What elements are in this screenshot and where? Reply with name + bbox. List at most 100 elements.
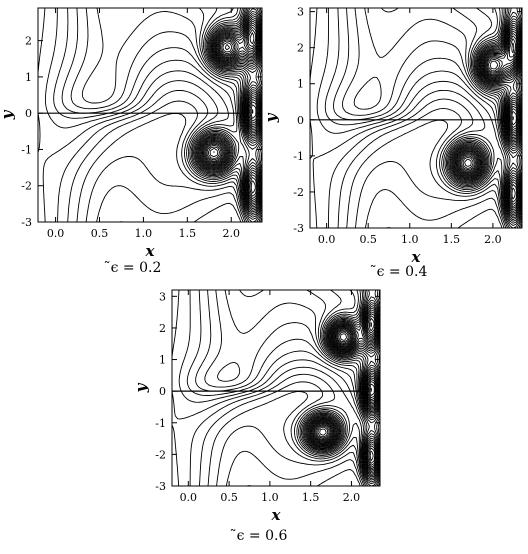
contour-level-3 bbox=[76, 112, 262, 222]
contour-level-7 bbox=[178, 290, 380, 483]
contour-level-31 bbox=[218, 24, 258, 57]
contour-level-6 bbox=[172, 290, 380, 486]
contour-level-18 bbox=[199, 8, 262, 199]
contour-level-12 bbox=[194, 8, 262, 210]
x-axis-label: x bbox=[145, 242, 156, 260]
contour-level-27 bbox=[319, 307, 378, 436]
contour-plot-c: 0.0 0.5 1.0 1.5 2.0 -3 -2 -1 0 1 2 3 x ỹϵ = 0.6 bbox=[132, 289, 381, 544]
contour-level-18 bbox=[454, 8, 522, 205]
contour-level-11 bbox=[353, 8, 522, 217]
contour-level-10 bbox=[204, 290, 380, 478]
y-tick-label: -1 bbox=[293, 150, 304, 163]
y-tick-label: 1 bbox=[25, 71, 32, 84]
x-tick-label: 2.0 bbox=[223, 227, 241, 240]
contour-level-9 bbox=[195, 290, 380, 480]
x-tick-label: 1.5 bbox=[443, 233, 461, 246]
x-tick-label: 0.0 bbox=[318, 233, 336, 246]
contour-level-3 bbox=[346, 119, 522, 228]
contour-level-29 bbox=[484, 28, 519, 121]
contour-level-23 bbox=[204, 8, 262, 163]
contour-level-22 bbox=[313, 296, 380, 442]
contour-level-34 bbox=[339, 333, 348, 341]
contour-panel-eps-0.6: 0.0 0.5 1.0 1.5 2.0 -3 -2 -1 0 1 2 3 x ỹϵ = 0.6 bbox=[132, 282, 398, 554]
contour-level-24 bbox=[205, 10, 262, 162]
contour-level-8 bbox=[186, 290, 380, 481]
contour-level-16 bbox=[452, 8, 522, 209]
contour-level-3 bbox=[207, 391, 380, 486]
contour-level-10 bbox=[342, 8, 522, 219]
contour-level-23 bbox=[459, 15, 522, 173]
contour-plot-b: 0.0 0.5 1.0 1.5 2.0 -3 -2 -1 0 1 2 3 x ỹϵ = 0.4 bbox=[262, 6, 523, 280]
contour-level-25 bbox=[316, 304, 380, 439]
y-tick-label: -1 bbox=[21, 143, 32, 156]
y-tick-label: -1 bbox=[155, 417, 166, 430]
contour-level-6 bbox=[310, 8, 522, 228]
contour-level-1 bbox=[96, 185, 262, 222]
panel-caption: ̃ϵ = 0.6 bbox=[231, 528, 288, 544]
x-axis-label: x bbox=[271, 506, 282, 524]
contour-level-26 bbox=[462, 22, 521, 169]
x-tick-label: 2.0 bbox=[484, 233, 502, 246]
contour-level-30 bbox=[218, 22, 259, 58]
y-tick-label: 2 bbox=[25, 35, 32, 48]
contour-level-11 bbox=[81, 8, 262, 211]
contour-level-16 bbox=[307, 290, 380, 470]
contour-level-14 bbox=[306, 290, 380, 473]
contour-level-30 bbox=[484, 30, 519, 75]
contour-level-16 bbox=[197, 8, 262, 203]
contour-level-32 bbox=[337, 317, 375, 344]
contour-level-13 bbox=[305, 290, 380, 474]
x-tick-label: 1.5 bbox=[179, 227, 197, 240]
x-tick-label: 0.5 bbox=[91, 227, 109, 240]
contour-panel-eps-0.2: 0.0 0.5 1.0 1.5 2.0 -3 -2 -1 0 1 2 x ỹϵ = 0.2 bbox=[0, 0, 264, 284]
contour-level-21 bbox=[202, 8, 262, 165]
x-tick-label: 2.0 bbox=[343, 491, 361, 504]
contour-level-27 bbox=[209, 17, 261, 158]
y-tick-label: 2 bbox=[159, 322, 166, 335]
contour-level-2 bbox=[216, 425, 380, 486]
y-tick-label: 1 bbox=[159, 354, 166, 367]
y-axis-label: y bbox=[0, 109, 16, 120]
x-tick-label: 0.0 bbox=[180, 491, 198, 504]
contour-level-4 bbox=[67, 100, 262, 222]
contour-plot-a: 0.0 0.5 1.0 1.5 2.0 -3 -2 -1 0 1 2 x ỹϵ = 0.2 bbox=[0, 7, 263, 276]
contour-level-33 bbox=[338, 322, 372, 343]
contour-level-32 bbox=[486, 35, 517, 73]
contour-level-25 bbox=[206, 13, 262, 161]
y-tick-label: -3 bbox=[293, 222, 304, 235]
contour-panel-eps-0.4: 0.0 0.5 1.0 1.5 2.0 -3 -2 -1 0 1 2 3 x ỹϵ = 0.4 bbox=[262, 0, 528, 284]
contour-level-13 bbox=[195, 8, 262, 208]
contour-level-8 bbox=[53, 8, 262, 216]
contour-level-33 bbox=[221, 29, 257, 55]
contour-lines bbox=[310, 8, 522, 228]
contour-lines bbox=[172, 290, 380, 486]
contour-level-5 bbox=[327, 98, 522, 228]
contour-level-2 bbox=[85, 156, 262, 222]
y-tick-label: -2 bbox=[155, 448, 166, 461]
y-axis-label: y bbox=[264, 112, 280, 123]
contour-level-28 bbox=[483, 26, 520, 126]
x-tick-label: 0.0 bbox=[47, 227, 65, 240]
contour-level-29 bbox=[334, 311, 377, 392]
contour-level-0 bbox=[246, 469, 361, 486]
contour-level-24 bbox=[315, 302, 380, 440]
contour-level-29 bbox=[217, 20, 259, 114]
contour-level-1 bbox=[364, 189, 522, 228]
y-tick-label: -3 bbox=[155, 480, 166, 493]
x-tick-label: 1.0 bbox=[261, 491, 279, 504]
x-tick-label: 0.5 bbox=[220, 491, 238, 504]
contour-level-6 bbox=[38, 8, 262, 222]
contour-level-9 bbox=[333, 8, 522, 221]
contour-level-25 bbox=[461, 20, 522, 171]
contour-level-19 bbox=[200, 8, 262, 197]
panel-caption: ̃ϵ = 0.2 bbox=[105, 260, 162, 276]
contour-level-7 bbox=[44, 8, 262, 218]
y-axis-label: y bbox=[134, 382, 150, 393]
contour-level-12 bbox=[239, 290, 380, 475]
y-tick-label: 0 bbox=[25, 107, 32, 120]
y-tick-label: -2 bbox=[293, 186, 304, 199]
contour-level-4 bbox=[199, 381, 380, 486]
y-tick-label: 0 bbox=[297, 114, 304, 127]
x-tick-label: 1.0 bbox=[135, 227, 153, 240]
contour-level-19 bbox=[455, 8, 522, 203]
